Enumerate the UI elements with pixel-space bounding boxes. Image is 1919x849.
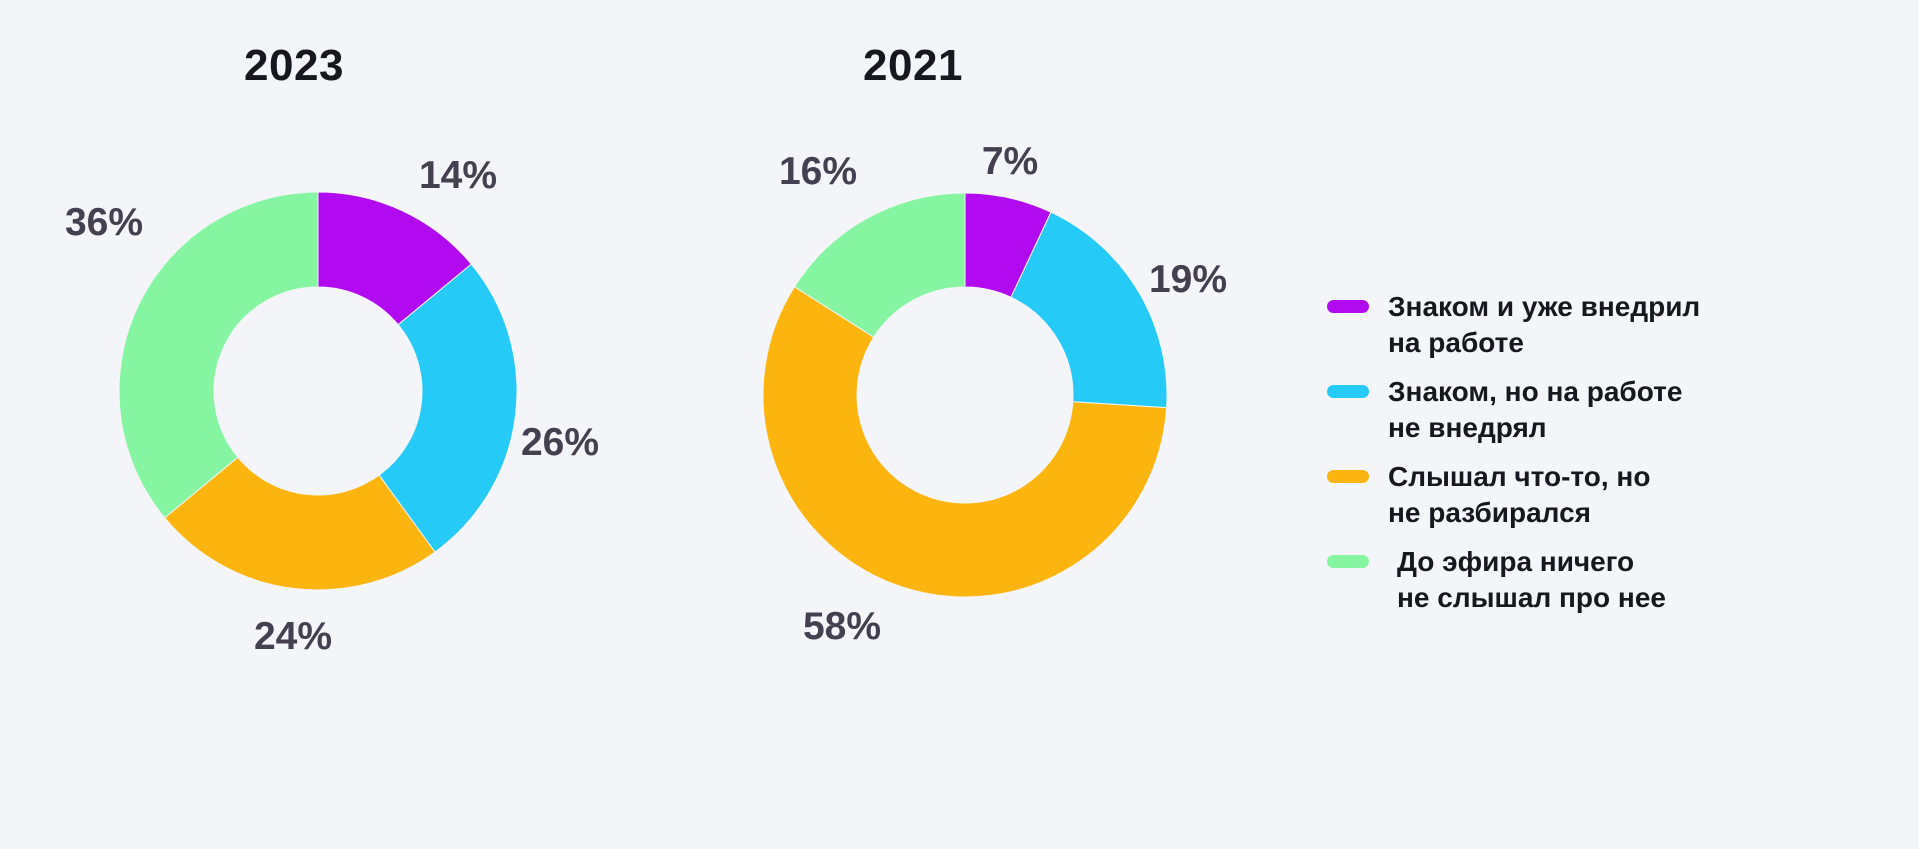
legend-swatch-green [1327,555,1369,568]
legend-label: Слышал что-то, но не разбирался [1388,459,1650,531]
legend-swatch-orange [1327,470,1369,483]
slice-label-2023-1: 14% [418,154,498,197]
slice-label-2023-4: 36% [64,201,144,244]
legend-label: Знаком и уже внедрил на работе [1388,289,1700,361]
donut-slice-2021-3 [762,286,1168,598]
legend-label-line: на работе [1388,327,1524,358]
legend-label-line: Знаком, но на работе [1388,376,1683,407]
slice-label-2021-3: 58% [802,605,882,648]
donut-slice-2023-2 [378,263,518,553]
legend-item-implemented: Знаком и уже внедрил на работе [1327,289,1700,361]
donut-slice-2021-4 [793,192,966,338]
legend-label-line: До эфира ничего [1397,546,1635,577]
slice-label-2021-1: 7% [981,140,1039,183]
legend-label-line: Слышал что-то, но [1388,461,1651,492]
legend-label-line: не разбирался [1388,497,1592,528]
legend-label-line: не внедрял [1388,412,1547,443]
legend-label: Знаком, но на работе не внедрял [1388,374,1682,446]
chart-title-2021: 2021 [863,41,963,90]
legend: Знаком и уже внедрил на работе Знаком, н… [1327,289,1700,629]
legend-item-never-heard: До эфира ничего не слышал про нее [1327,544,1700,616]
legend-item-heard-something: Слышал что-то, но не разбирался [1327,459,1700,531]
legend-swatch-purple [1327,300,1369,313]
donut-slice-2021-2 [1010,211,1168,409]
legend-swatch-cyan [1327,385,1369,398]
legend-item-familiar-not-implemented: Знаком, но на работе не внедрял [1327,374,1700,446]
slice-label-2021-4: 16% [778,150,858,193]
chart-title-2023: 2023 [244,41,344,90]
donut-slice-2023-3 [163,456,436,591]
slice-label-2023-2: 26% [520,421,600,464]
legend-label: До эфира ничего не слышал про нее [1388,544,1666,616]
legend-label-line: не слышал про нее [1397,582,1666,613]
slice-label-2023-3: 24% [253,615,333,658]
slice-label-2021-2: 19% [1148,258,1228,301]
donut-slice-2023-4 [118,191,319,519]
legend-label-line: Знаком и уже внедрил [1388,291,1701,322]
